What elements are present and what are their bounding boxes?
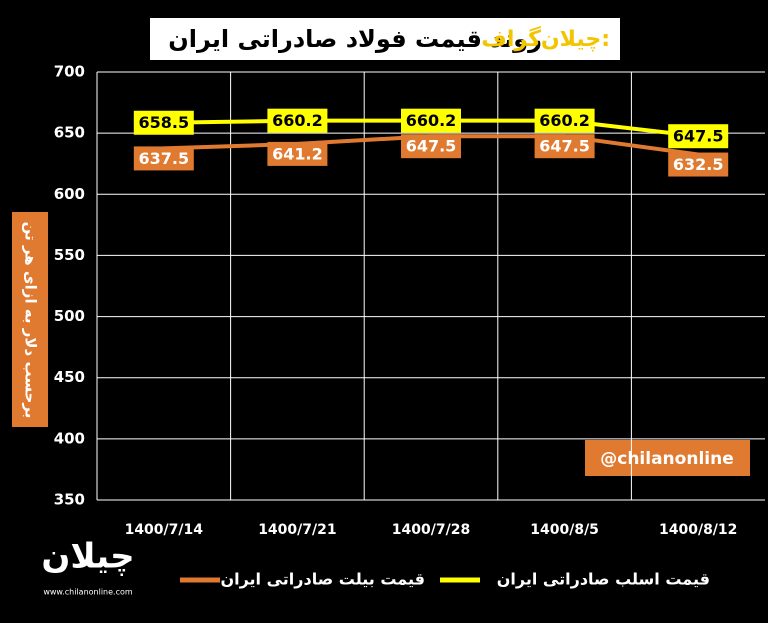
x-tick-label: 1400/8/12 xyxy=(659,522,737,538)
legend-label: قیمت اسلب صادراتی ایران xyxy=(497,570,710,589)
data-label: 647.5 xyxy=(673,127,724,146)
data-label: 658.5 xyxy=(138,113,189,132)
x-tick-label: 1400/7/28 xyxy=(392,522,470,538)
y-tick-label: 650 xyxy=(54,124,85,142)
y-tick-label: 450 xyxy=(54,368,85,386)
chart-title: روند قیمت فولاد صادراتی ایران xyxy=(168,25,542,53)
data-label-box xyxy=(133,110,194,135)
y-tick-label: 550 xyxy=(54,246,85,264)
watermark-box xyxy=(585,440,750,476)
data-label-box xyxy=(133,146,194,171)
data-label: 660.2 xyxy=(406,111,457,130)
data-label-box xyxy=(267,141,328,166)
data-label: 637.5 xyxy=(138,149,189,168)
data-label-box xyxy=(267,108,328,133)
title-prefix: چیلان‌گراف: xyxy=(481,25,610,52)
data-label-box xyxy=(668,152,729,177)
y-tick-label: 600 xyxy=(54,185,85,203)
data-label-box xyxy=(534,108,595,133)
data-label: 660.2 xyxy=(539,111,590,130)
y-label-box xyxy=(12,212,48,427)
x-tick-label: 1400/7/21 xyxy=(258,522,336,538)
data-label-box xyxy=(668,124,729,149)
data-label: 647.5 xyxy=(539,137,590,156)
data-label-box xyxy=(401,108,461,133)
title-box xyxy=(150,18,620,60)
data-label-box xyxy=(401,134,461,159)
data-label: 647.5 xyxy=(406,137,457,156)
watermark: @chilanonline xyxy=(600,449,733,469)
data-label: 641.2 xyxy=(272,144,323,163)
logo: چیلان xyxy=(41,537,134,577)
y-tick-label: 400 xyxy=(54,429,85,447)
y-axis-label: برحسب دلار به ازای هر تن xyxy=(22,222,40,419)
x-tick-label: 1400/7/14 xyxy=(125,522,204,538)
data-label-box xyxy=(534,134,595,159)
y-tick-label: 500 xyxy=(54,307,85,325)
data-label: 660.2 xyxy=(272,111,323,130)
legend-label: قیمت بیلت صادراتی ایران xyxy=(220,570,425,589)
data-label: 632.5 xyxy=(673,155,724,174)
x-tick-label: 1400/8/5 xyxy=(530,522,599,538)
website: www.chilanonline.com xyxy=(43,588,133,597)
y-tick-label: 700 xyxy=(54,63,85,81)
y-tick-label: 350 xyxy=(54,491,85,509)
